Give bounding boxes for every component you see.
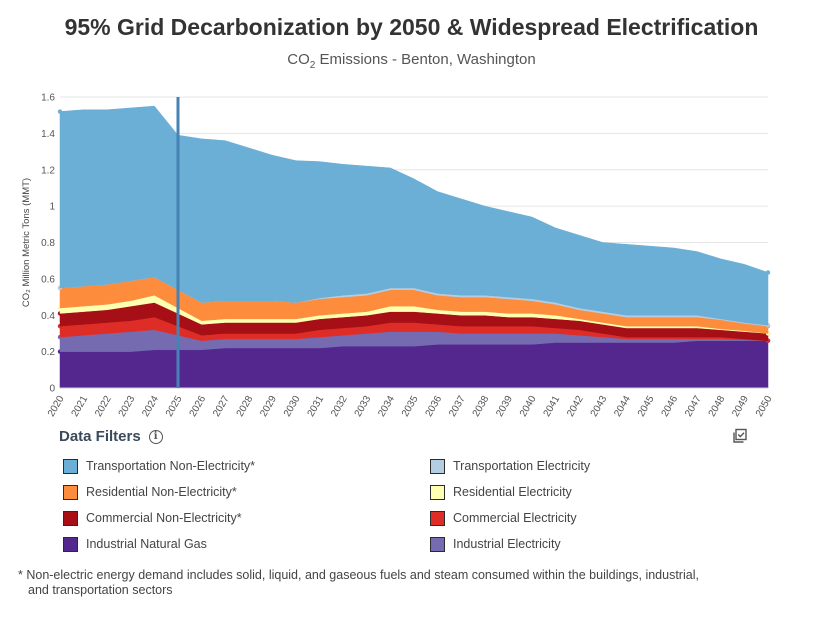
x-tick-label: 2024 [140,394,161,419]
y-tick-label: 0.2 [41,347,55,358]
x-tick-label: 2039 [494,394,515,419]
x-tick-label: 2033 [353,394,374,419]
x-tick-label: 2022 [93,394,114,419]
y-tick-label: 1.6 [41,93,55,104]
series-endpoint-marker [57,109,63,114]
x-tick-label: 2046 [660,394,681,419]
y-tick-label: 0 [49,384,55,395]
legend-label: Residential Electricity [453,485,572,499]
legend-swatch [430,458,445,474]
x-tick-label: 2043 [589,394,610,419]
legend-swatch [63,458,78,474]
legend-item-industrial-electricity[interactable]: Industrial Electricity [430,536,763,552]
legend-swatch [63,510,78,526]
info-icon[interactable]: i [148,429,163,444]
x-tick-label: 2040 [518,394,539,419]
x-tick-label: 2029 [258,394,279,419]
y-tick-label: 1.2 [41,165,55,176]
legend-item-residential-non-electricity[interactable]: Residential Non-Electricity* [63,484,430,500]
y-tick-label: 1.4 [41,129,55,140]
legend-item-residential-electricity[interactable]: Residential Electricity [430,484,763,500]
x-tick-label: 2031 [306,394,327,419]
legend: Transportation Non-Electricity* Transpor… [63,458,763,552]
legend-swatch [430,484,445,500]
x-tick-label: 2032 [329,394,350,419]
x-tick-label: 2038 [471,394,492,419]
legend-item-transportation-electricity[interactable]: Transportation Electricity [430,458,763,474]
legend-swatch [430,510,445,526]
x-tick-label: 2036 [424,394,445,419]
legend-label: Residential Non-Electricity* [86,485,237,499]
legend-swatch [63,536,78,552]
x-tick-label: 2026 [188,394,209,419]
subtitle-suffix: Emissions - Benton, Washington [315,51,536,68]
legend-label: Commercial Electricity [453,511,577,525]
legend-item-commercial-electricity[interactable]: Commercial Electricity [430,510,763,526]
x-tick-label: 2035 [400,394,421,419]
x-tick-label: 2045 [636,394,657,419]
data-filters-header: Data Filters i [59,428,163,445]
footnote-line-1: * Non-electric energy demand includes so… [18,568,699,582]
series-endpoint-marker [765,270,771,275]
chart-title: 95% Grid Decarbonization by 2050 & Wides… [64,14,759,40]
area-transportation-non-electricity[interactable] [59,105,769,326]
legend-label: Industrial Electricity [453,537,561,551]
x-tick-label: 2047 [683,394,704,419]
legend-label: Commercial Non-Electricity* [86,511,242,525]
legend-label: Industrial Natural Gas [86,537,207,551]
footnote: * Non-electric energy demand includes so… [18,568,808,598]
legend-item-industrial-natural-gas[interactable]: Industrial Natural Gas [63,536,430,552]
legend-swatch [430,536,445,552]
x-tick-label: 2034 [376,394,397,419]
x-tick-label: 2048 [707,394,728,419]
x-tick-label: 2025 [164,394,185,419]
legend-item-commercial-non-electricity[interactable]: Commercial Non-Electricity* [63,510,430,526]
legend-item-transportation-non-electricity[interactable]: Transportation Non-Electricity* [63,458,430,474]
x-tick-label: 2020 [46,394,67,419]
x-tick-label: 2037 [447,394,468,419]
footnote-line-2: and transportation sectors [28,583,173,597]
data-filters-title: Data Filters [59,428,141,445]
y-tick-label: 0.6 [41,274,55,285]
subtitle-prefix: CO [287,51,310,68]
legend-label: Transportation Electricity [453,459,591,473]
legend-swatch [63,484,78,500]
subtitle-subscript: 2 [309,60,316,71]
x-tick-label: 2027 [211,394,232,419]
x-tick-label: 2023 [117,394,138,419]
x-tick-label: 2044 [612,394,633,419]
y-tick-label: 1 [49,202,55,213]
x-tick-label: 2021 [70,394,91,419]
x-tick-label: 2041 [542,394,563,419]
x-tick-label: 2049 [730,394,751,419]
x-tick-label: 2028 [235,394,256,419]
x-tick-label: 2050 [754,394,775,419]
y-tick-label: 0.8 [41,238,55,249]
x-tick-label: 2030 [282,394,303,419]
legend-label: Transportation Non-Electricity* [86,459,256,473]
export-icon[interactable] [732,428,748,444]
x-tick-label: 2042 [565,394,586,419]
y-axis-label: CO₂ Million Metric Tons (MMT) [21,178,32,307]
y-tick-label: 0.4 [41,311,55,322]
chart-subtitle: CO2 Emissions - Benton, Washington [0,51,823,71]
